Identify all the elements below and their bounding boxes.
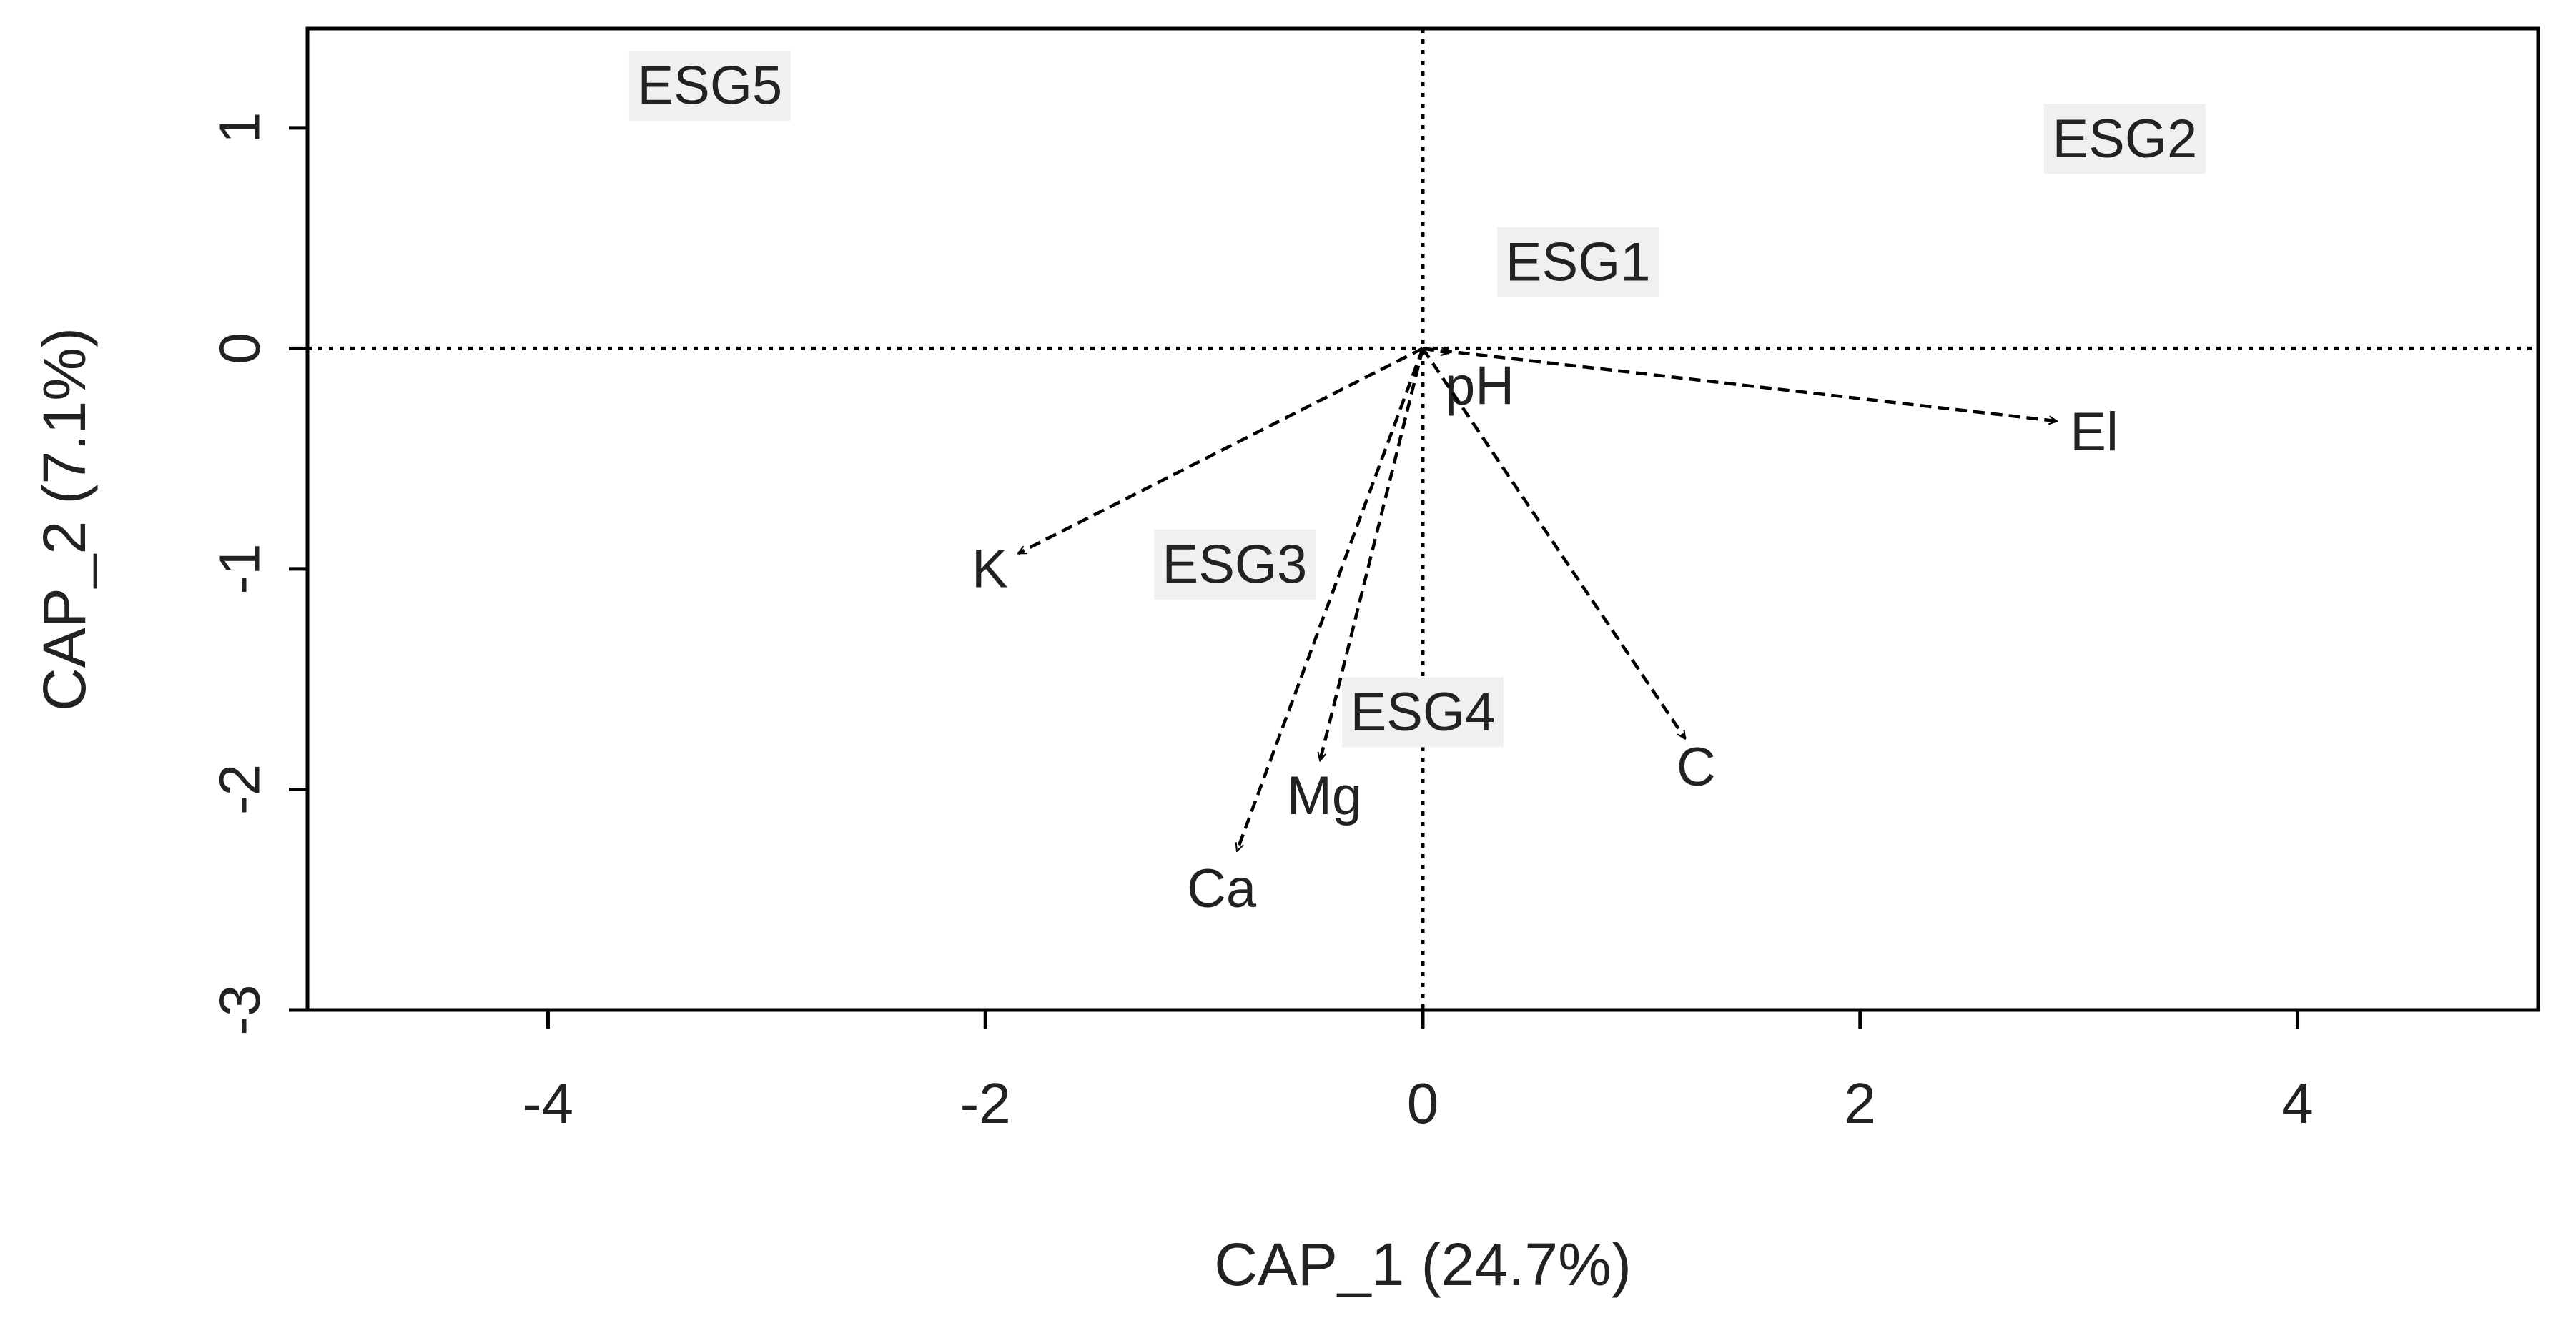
group-label-box-esg2 bbox=[2043, 104, 2206, 174]
plot-frame bbox=[305, 26, 2540, 1012]
y-tick-label: 1 bbox=[208, 112, 272, 144]
vector-arrow-el bbox=[1422, 347, 2057, 421]
y-tick-label: -1 bbox=[208, 543, 272, 594]
y-tick-label: -3 bbox=[208, 984, 272, 1035]
group-label-esg2: ESG2 bbox=[2052, 109, 2197, 169]
vector-arrow-k bbox=[1018, 347, 1424, 555]
x-tick-label: 2 bbox=[1845, 1071, 1877, 1135]
group-label-esg1: ESG1 bbox=[1506, 232, 1651, 293]
x-tick-label: -4 bbox=[523, 1071, 573, 1135]
reference-lines bbox=[307, 29, 2538, 1010]
vector-label-ca: Ca bbox=[1187, 858, 1257, 919]
group-label-layer: ESG1 ESG2 ESG3 ESG4 ESG5 bbox=[628, 51, 2206, 748]
group-label-box-esg5 bbox=[628, 51, 791, 122]
x-axis-title: CAP_1 (24.7%) bbox=[1214, 1231, 1632, 1298]
axes: -4 -2 0 2 4 -3 -2 -1 0 1 CAP_1 (24.7%) CAP_2 (7.1%) bbox=[31, 112, 2314, 1298]
group-label-box-esg1 bbox=[1497, 227, 1659, 298]
x-tick-label: -2 bbox=[960, 1071, 1011, 1135]
x-tick-label: 0 bbox=[1407, 1071, 1439, 1135]
vector-label-mg: Mg bbox=[1287, 765, 1363, 826]
vector-layer: pH El K Ca Mg C bbox=[972, 347, 2118, 919]
group-label-esg4: ESG4 bbox=[1351, 682, 1496, 743]
group-label-esg5: ESG5 bbox=[637, 56, 782, 117]
vector-label-c: C bbox=[1677, 737, 1716, 798]
vector-label-el: El bbox=[2070, 402, 2118, 462]
vector-arrow-c bbox=[1421, 347, 1687, 738]
y-tick-label: -2 bbox=[208, 764, 272, 815]
y-tick-label: 0 bbox=[208, 332, 272, 365]
plot-frame-layer bbox=[305, 26, 2540, 1012]
x-tick-label: 4 bbox=[2281, 1071, 2314, 1135]
group-label-esg3: ESG3 bbox=[1163, 534, 1308, 595]
vector-label-ph: pH bbox=[1445, 355, 1514, 416]
group-label-box-esg3 bbox=[1153, 529, 1316, 600]
y-axis-title: CAP_2 (7.1%) bbox=[31, 327, 98, 711]
vector-label-k: K bbox=[972, 538, 1008, 599]
group-label-box-esg4 bbox=[1342, 677, 1504, 748]
